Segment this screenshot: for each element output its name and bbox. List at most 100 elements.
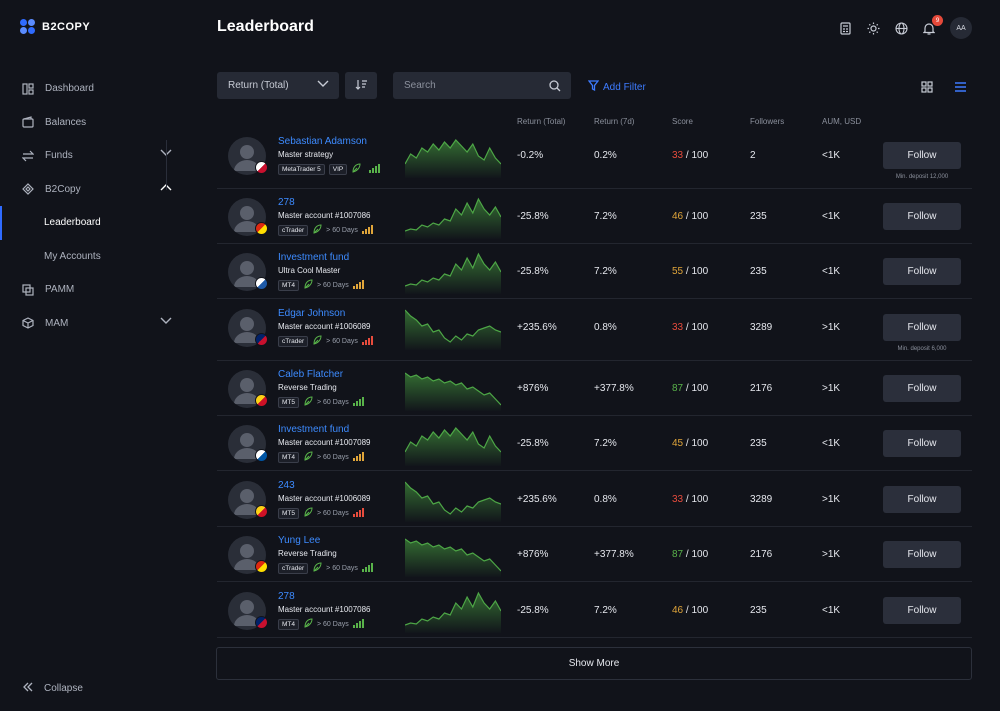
table-row[interactable]: 243 Master account #1006089 MT5 > 60 Days +2… — [217, 472, 972, 527]
table-row[interactable]: Caleb Flatcher Reverse Trading MT5 > 60 Day… — [217, 361, 972, 416]
grid-view-icon[interactable] — [921, 80, 933, 98]
double-chevron-left-icon — [22, 682, 34, 695]
sparkline-line — [405, 197, 501, 232]
score-value: 87 / 100 — [672, 549, 708, 560]
globe-icon[interactable] — [894, 21, 908, 35]
sparkline-line — [405, 139, 501, 165]
show-more-button[interactable]: Show More — [216, 647, 972, 680]
trader-name-link[interactable]: Caleb Flatcher — [278, 369, 344, 380]
signal-bars-icon — [352, 507, 364, 519]
add-filter-button[interactable]: Add Filter — [587, 80, 646, 94]
follow-button[interactable]: Follow — [883, 597, 961, 624]
table-row[interactable]: Yung Lee Reverse Trading cTrader > 60 Days +… — [217, 527, 972, 582]
follow-button[interactable]: Follow — [883, 486, 961, 513]
follow-button[interactable]: Follow — [883, 375, 961, 402]
score-number: 45 — [672, 438, 684, 449]
dashboard-icon — [22, 83, 34, 95]
aum-value: >1K — [822, 322, 841, 333]
trader-name-link[interactable]: Edgar Johnson — [278, 308, 346, 319]
sort-order-button[interactable] — [345, 72, 377, 99]
follow-button[interactable]: Follow — [883, 142, 961, 169]
avatar[interactable] — [228, 592, 266, 630]
leaf-icon — [303, 279, 313, 291]
table-row[interactable]: 278 Master account #1007086 MT4 > 60 Days -2… — [217, 583, 972, 638]
column-header-score[interactable]: Score — [672, 117, 693, 126]
sidebar-item-dashboard[interactable]: Dashboard — [0, 72, 190, 106]
score-number: 33 — [672, 322, 684, 333]
country-flag-icon — [255, 222, 268, 235]
sidebar-item-pamm[interactable]: PAMM — [0, 273, 190, 307]
page-title: Leaderboard — [217, 18, 314, 35]
sparkline-line — [405, 591, 501, 626]
days-label: > 60 Days — [326, 564, 358, 572]
sort-select[interactable]: Return (Total) — [217, 72, 339, 99]
search-icon[interactable] — [549, 79, 561, 97]
leaf-icon — [303, 618, 313, 630]
follow-button[interactable]: Follow — [883, 314, 961, 341]
sidebar-item-funds[interactable]: Funds — [0, 139, 190, 173]
follow-button[interactable]: Follow — [883, 541, 961, 568]
return-total-value: +235.6% — [517, 322, 557, 333]
signal-bars-icon — [352, 451, 364, 463]
sidebar-item-leaderboard[interactable]: Leaderboard — [0, 206, 190, 240]
bell-icon[interactable]: 9 — [922, 15, 943, 35]
table-row[interactable]: Investment fund Master account #1007089 MT… — [217, 416, 972, 471]
trader-name-link[interactable]: Investment fund — [278, 424, 350, 435]
trader-name-link[interactable]: Sebastian Adamson — [278, 136, 367, 147]
sidebar-item-my-accounts[interactable]: My Accounts — [0, 240, 190, 274]
avatar[interactable] — [228, 137, 266, 175]
sidebar-item-balances[interactable]: Balances — [0, 106, 190, 140]
trader-subtitle: Reverse Trading — [278, 549, 337, 558]
performance-sparkline — [405, 481, 501, 522]
trader-subtitle: Ultra Cool Master — [278, 266, 341, 275]
sun-icon[interactable] — [866, 21, 880, 35]
sidebar: B2COPY Dashboard Balances Funds — [0, 0, 190, 711]
leaf-icon — [312, 562, 322, 574]
logo[interactable]: B2COPY — [20, 19, 90, 35]
country-flag-icon — [255, 449, 268, 462]
table-row[interactable]: Edgar Johnson Master account #1006089 cTra… — [217, 300, 972, 361]
chevron-down-icon[interactable] — [160, 317, 172, 328]
column-header-return-7d[interactable]: Return (7d) — [594, 117, 635, 126]
follow-button[interactable]: Follow — [883, 430, 961, 457]
days-label: > 60 Days — [326, 226, 358, 234]
trader-meta: MetaTrader 5 VIP — [278, 163, 381, 175]
leaf-icon — [351, 163, 361, 175]
performance-sparkline — [405, 372, 501, 411]
search-input[interactable] — [393, 72, 571, 99]
sidebar-item-b2copy[interactable]: B2Copy — [0, 173, 190, 207]
signal-bars-icon — [352, 618, 364, 630]
score-value: 33 / 100 — [672, 494, 708, 505]
aum-value: >1K — [822, 494, 841, 505]
follow-button[interactable]: Follow — [883, 258, 961, 285]
table-row[interactable]: Investment fund Ultra Cool Master MT4 > 60 … — [217, 244, 972, 299]
column-header-return-total[interactable]: Return (Total) — [517, 117, 566, 126]
avatar[interactable] — [228, 198, 266, 236]
table-row[interactable]: Sebastian Adamson Master strategy MetaTrad… — [217, 128, 972, 189]
return-total-value: +235.6% — [517, 494, 557, 505]
trader-subtitle: Reverse Trading — [278, 383, 337, 392]
trader-name-link[interactable]: 278 — [278, 591, 295, 602]
table-row[interactable]: 278 Master account #1007086 cTrader > 60 Da… — [217, 189, 972, 244]
sparkline-line — [405, 309, 501, 343]
avatar[interactable] — [228, 425, 266, 463]
score-max: / 100 — [683, 494, 709, 505]
score-max: / 100 — [683, 383, 709, 394]
collapse-label: Collapse — [44, 683, 83, 694]
trader-name-link[interactable]: Yung Lee — [278, 535, 321, 546]
calculator-icon[interactable] — [838, 21, 852, 35]
return-total-value: -25.8% — [517, 211, 549, 222]
column-header-aum[interactable]: AUM, USD — [822, 117, 862, 126]
trader-name-link[interactable]: 243 — [278, 480, 295, 491]
column-header-followers[interactable]: Followers — [750, 117, 785, 126]
leaf-icon — [312, 335, 322, 347]
trader-name-link[interactable]: 278 — [278, 197, 295, 208]
list-view-icon[interactable] — [954, 80, 967, 98]
collapse-button[interactable]: Collapse — [22, 682, 83, 695]
follow-button[interactable]: Follow — [883, 203, 961, 230]
user-avatar[interactable]: AA — [950, 17, 972, 39]
sparkline-area — [405, 428, 501, 466]
sidebar-item-mam[interactable]: MAM — [0, 307, 190, 341]
trader-name-link[interactable]: Investment fund — [278, 252, 350, 263]
platform-tag: cTrader — [278, 224, 309, 236]
